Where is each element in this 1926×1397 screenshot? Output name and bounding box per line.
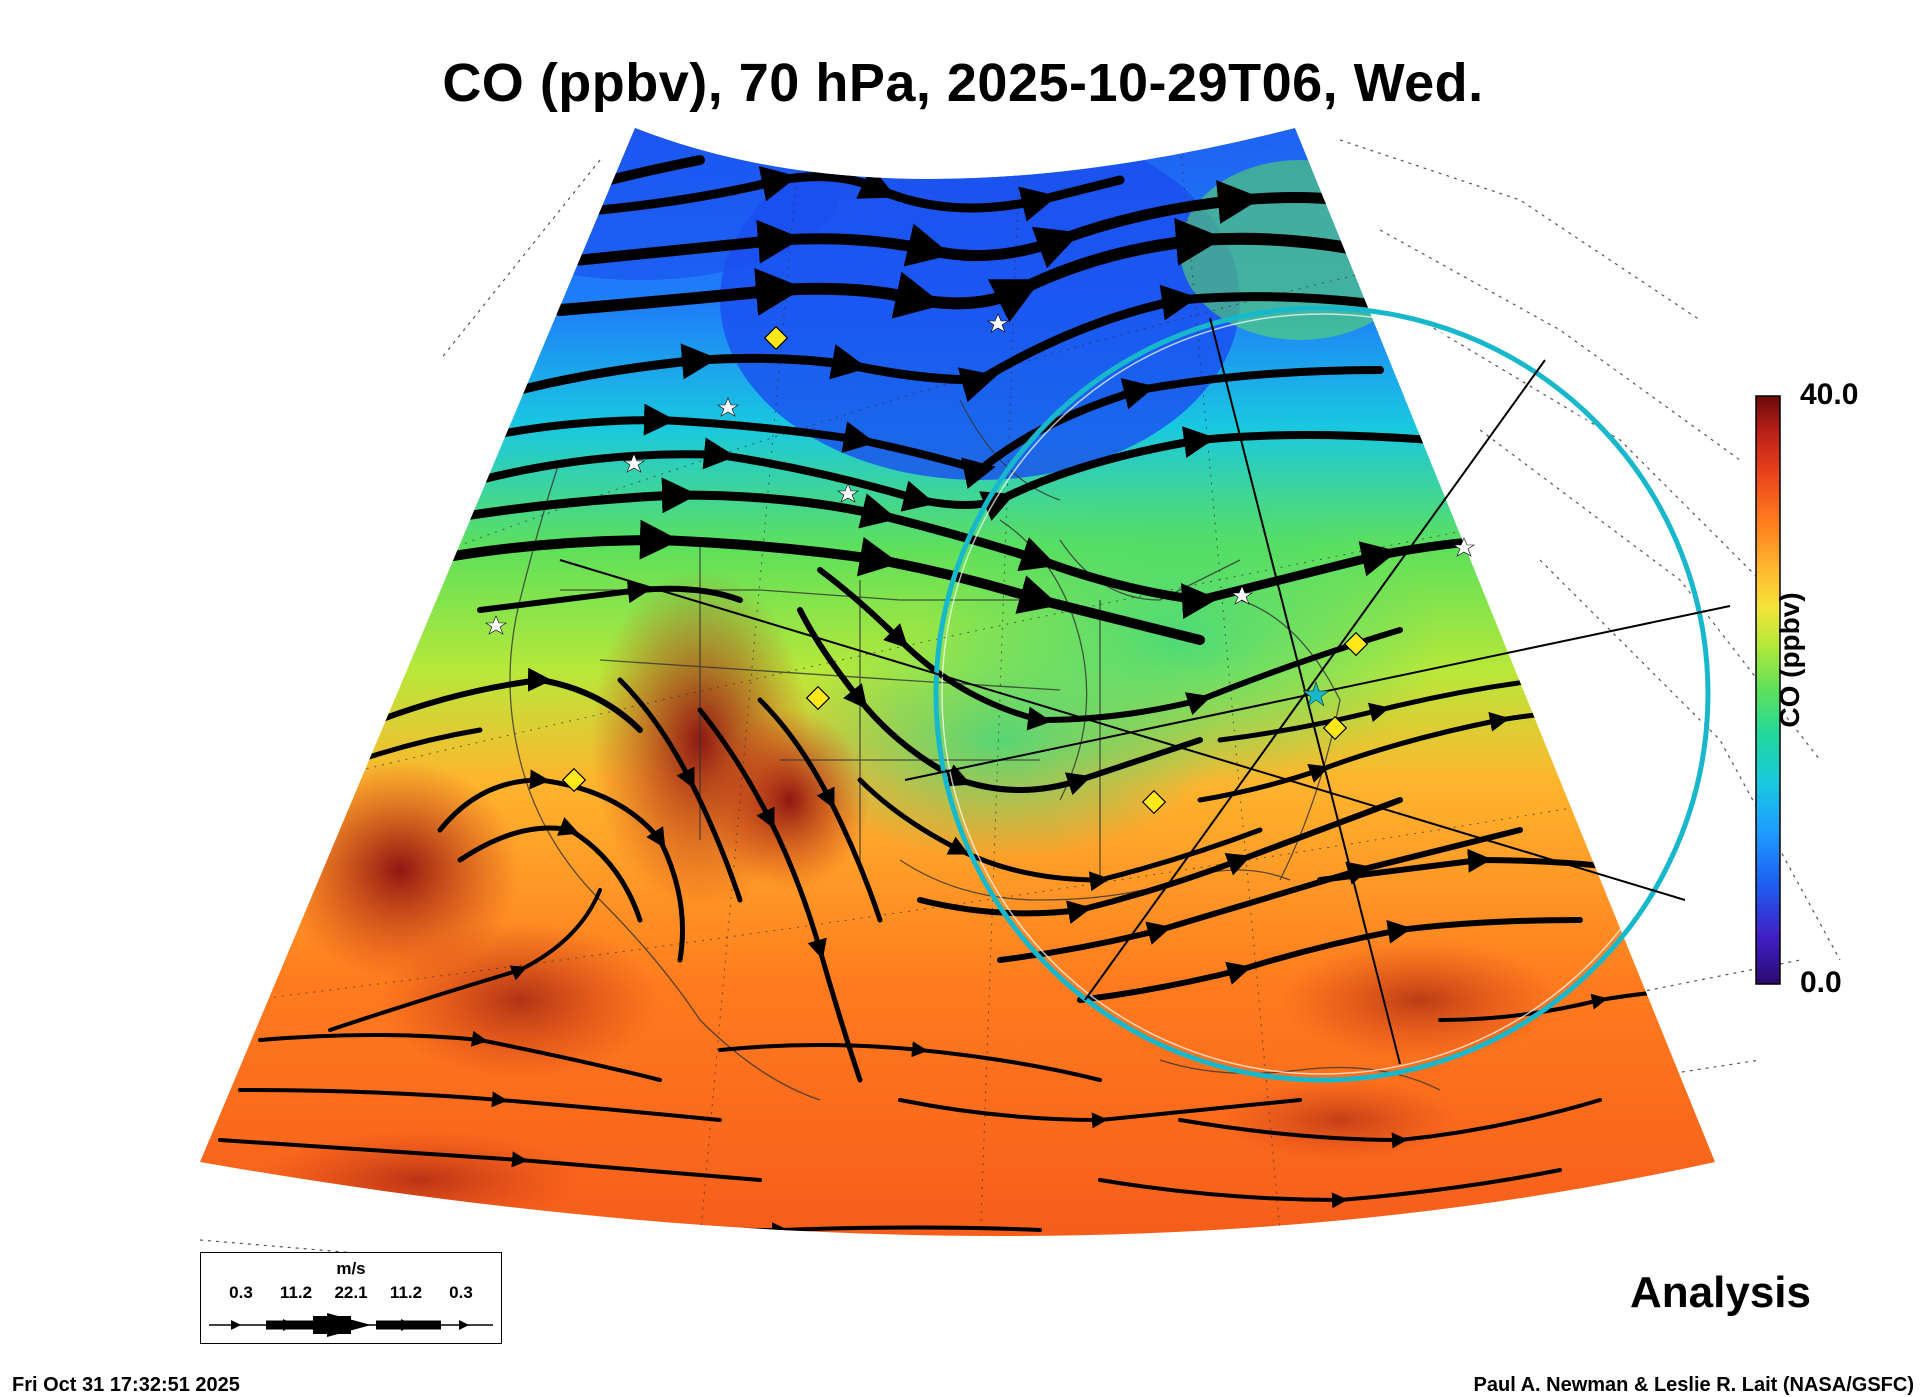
colorbar-max-label: 40.0 — [1800, 378, 1859, 411]
wind-legend-value: 11.2 — [389, 1283, 423, 1302]
colorbar-axis-label-wrap: CO (ppbv) — [1774, 592, 1805, 727]
range-ring — [933, 305, 1711, 1083]
footer-credit: Paul A. Newman & Leslie R. Lait (NASA/GS… — [1473, 1374, 1914, 1396]
analysis-label: Analysis — [1630, 1268, 1811, 1317]
wind-legend-unit: m/s — [336, 1259, 366, 1278]
site-markers — [561, 325, 1369, 815]
colorbar-min-label: 0.0 — [1800, 966, 1842, 999]
map-title: CO (ppbv), 70 hPa, 2025-10-29T06, Wed. — [442, 53, 1484, 113]
co-field — [200, 128, 1715, 1236]
wind-legend-value: 0.3 — [229, 1283, 253, 1302]
wind-legend-value: 22.1 — [334, 1283, 368, 1302]
center-marker — [1302, 681, 1330, 707]
wind-legend-value: 0.3 — [449, 1283, 473, 1302]
station-markers — [485, 313, 1475, 635]
colorbar — [1755, 395, 1781, 985]
footer-timestamp: Fri Oct 31 17:32:51 2025 — [12, 1374, 240, 1396]
wind-speed-legend: m/s 0.3 11.2 22.1 11.2 0.3 — [200, 1252, 502, 1344]
wind-legend-value: 11.2 — [279, 1283, 313, 1302]
wind-legend-arrow — [209, 1313, 493, 1337]
colorbar-axis-label: CO (ppbv) — [1774, 592, 1805, 728]
